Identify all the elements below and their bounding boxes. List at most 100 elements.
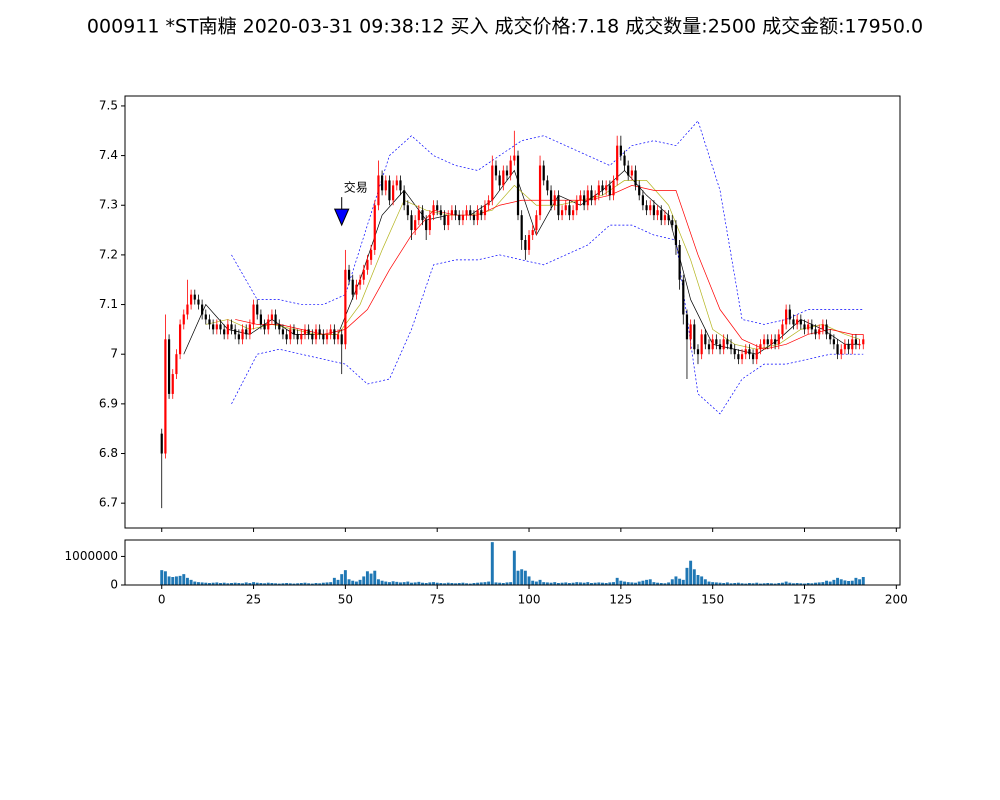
volume-bar xyxy=(292,583,296,585)
volume-bar xyxy=(612,582,615,585)
volume-bar xyxy=(696,575,700,585)
volume-bar xyxy=(762,583,766,585)
volume-bar xyxy=(733,583,737,585)
candle-body xyxy=(234,329,237,335)
volume-bar xyxy=(527,576,531,585)
volume-bar xyxy=(494,582,498,585)
candle-body xyxy=(542,165,545,181)
volume-bar xyxy=(274,583,278,585)
volume-bar xyxy=(185,577,189,585)
volume-bar xyxy=(575,582,579,585)
x-tick-label: 200 xyxy=(885,593,908,607)
volume-bar xyxy=(182,574,186,585)
volume-bar xyxy=(832,579,836,585)
candle-body xyxy=(527,235,531,250)
candle-body xyxy=(564,205,567,211)
candle-body xyxy=(792,319,795,325)
volume-bar xyxy=(854,577,858,585)
volume-bar xyxy=(634,582,638,585)
x-tick-label: 0 xyxy=(158,593,166,607)
volume-bar xyxy=(428,582,432,585)
candle-body xyxy=(549,190,553,206)
volume-bar xyxy=(399,582,402,585)
candle-body xyxy=(785,309,788,325)
volume-bar xyxy=(454,583,458,585)
candle-body xyxy=(252,304,255,325)
candle-body xyxy=(553,195,556,206)
volume-bar xyxy=(836,577,840,585)
volume-bar xyxy=(498,582,502,585)
candle-body xyxy=(575,200,578,211)
candle-body xyxy=(388,180,391,201)
volume-bar xyxy=(204,582,208,585)
candle-body xyxy=(278,324,281,330)
candle-body xyxy=(847,344,850,350)
candle-body xyxy=(638,185,641,196)
volume-bar xyxy=(336,579,340,585)
volume-bar xyxy=(215,582,219,585)
candle-body xyxy=(726,339,729,345)
volume-bar xyxy=(248,583,252,585)
volume-bar xyxy=(725,582,729,585)
plot-frame xyxy=(124,95,901,529)
candle-body xyxy=(546,180,549,191)
volume-bar xyxy=(167,576,171,585)
candle-body xyxy=(392,185,395,201)
volume-bar xyxy=(850,580,854,585)
candle-body xyxy=(693,324,696,350)
candle-body xyxy=(740,354,744,360)
volume-bar xyxy=(799,583,803,585)
volume-bar xyxy=(780,582,784,585)
volume-bar xyxy=(740,583,744,585)
volume-bar xyxy=(847,581,851,585)
volume-bar xyxy=(567,583,571,585)
volume-bar xyxy=(171,577,175,585)
candle-body xyxy=(641,195,644,206)
candle-body xyxy=(436,205,439,211)
candle-body xyxy=(814,329,817,335)
candle-body xyxy=(660,210,663,221)
volume-bar xyxy=(380,580,384,585)
volume-bar xyxy=(516,570,520,585)
volume-bar xyxy=(663,583,667,585)
volume-bar xyxy=(549,582,553,585)
volume-bar xyxy=(424,583,428,585)
volume-bar xyxy=(692,569,696,585)
candle-body xyxy=(469,210,472,216)
volume-bar xyxy=(365,571,369,585)
volume-bar xyxy=(189,579,193,585)
candle-body xyxy=(164,339,167,454)
candle-body xyxy=(417,210,420,221)
candle-body xyxy=(171,374,174,394)
volume-bar xyxy=(656,582,660,585)
volume-bar xyxy=(439,583,443,585)
volume-bar xyxy=(711,582,715,585)
candle-body xyxy=(237,334,240,340)
volume-bar xyxy=(237,583,241,585)
volume-bar xyxy=(476,582,480,585)
volume-bar xyxy=(285,583,289,585)
candle-body xyxy=(296,334,299,340)
candle-body xyxy=(583,195,586,206)
volume-bar xyxy=(751,583,755,585)
candle-body xyxy=(443,215,446,226)
candle-body xyxy=(832,339,835,345)
candle-body xyxy=(751,354,755,360)
volume-bar xyxy=(259,583,263,585)
volume-bar xyxy=(714,582,718,585)
volume-bar xyxy=(604,583,608,585)
volume-bar xyxy=(222,582,226,585)
candle-body xyxy=(336,334,340,340)
indicator-line xyxy=(231,224,864,415)
x-tick-label: 150 xyxy=(701,593,724,607)
candle-body xyxy=(748,349,751,355)
y-tick-label: 6.9 xyxy=(99,396,118,410)
candle-body xyxy=(465,210,468,216)
volume-bar xyxy=(825,580,829,585)
volume-bar xyxy=(395,581,399,585)
volume-bar xyxy=(391,581,395,585)
volume-bar xyxy=(402,582,406,585)
candle-body xyxy=(355,284,358,295)
candle-body xyxy=(663,215,667,221)
volume-bar xyxy=(457,583,461,585)
